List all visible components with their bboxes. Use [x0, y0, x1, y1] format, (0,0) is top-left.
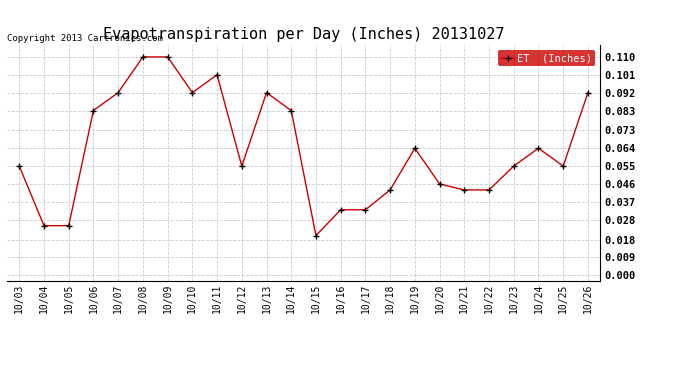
Title: Evapotranspiration per Day (Inches) 20131027: Evapotranspiration per Day (Inches) 2013… — [103, 27, 504, 42]
ET  (Inches) — [40, 224, 48, 228]
ET  (Inches) — [213, 72, 221, 77]
ET  (Inches) — [114, 90, 122, 95]
ET  (Inches) — [188, 90, 197, 95]
ET  (Inches) — [460, 188, 469, 192]
ET  (Inches) — [65, 224, 73, 228]
ET  (Inches) — [237, 164, 246, 168]
ET  (Inches) — [362, 207, 370, 212]
ET  (Inches) — [287, 108, 295, 113]
ET  (Inches) — [89, 108, 97, 113]
Legend: ET  (Inches): ET (Inches) — [498, 50, 595, 66]
Line: ET  (Inches): ET (Inches) — [16, 54, 591, 239]
ET  (Inches) — [164, 55, 172, 59]
ET  (Inches) — [559, 164, 567, 168]
Text: Copyright 2013 Cartronics.com: Copyright 2013 Cartronics.com — [7, 34, 163, 43]
ET  (Inches) — [584, 90, 592, 95]
ET  (Inches) — [411, 146, 419, 150]
ET  (Inches) — [139, 55, 147, 59]
ET  (Inches) — [337, 207, 345, 212]
ET  (Inches) — [15, 164, 23, 168]
ET  (Inches) — [262, 90, 270, 95]
ET  (Inches) — [435, 182, 444, 186]
ET  (Inches) — [534, 146, 542, 150]
ET  (Inches) — [312, 233, 320, 238]
ET  (Inches) — [510, 164, 518, 168]
ET  (Inches) — [485, 188, 493, 192]
ET  (Inches) — [386, 188, 394, 192]
